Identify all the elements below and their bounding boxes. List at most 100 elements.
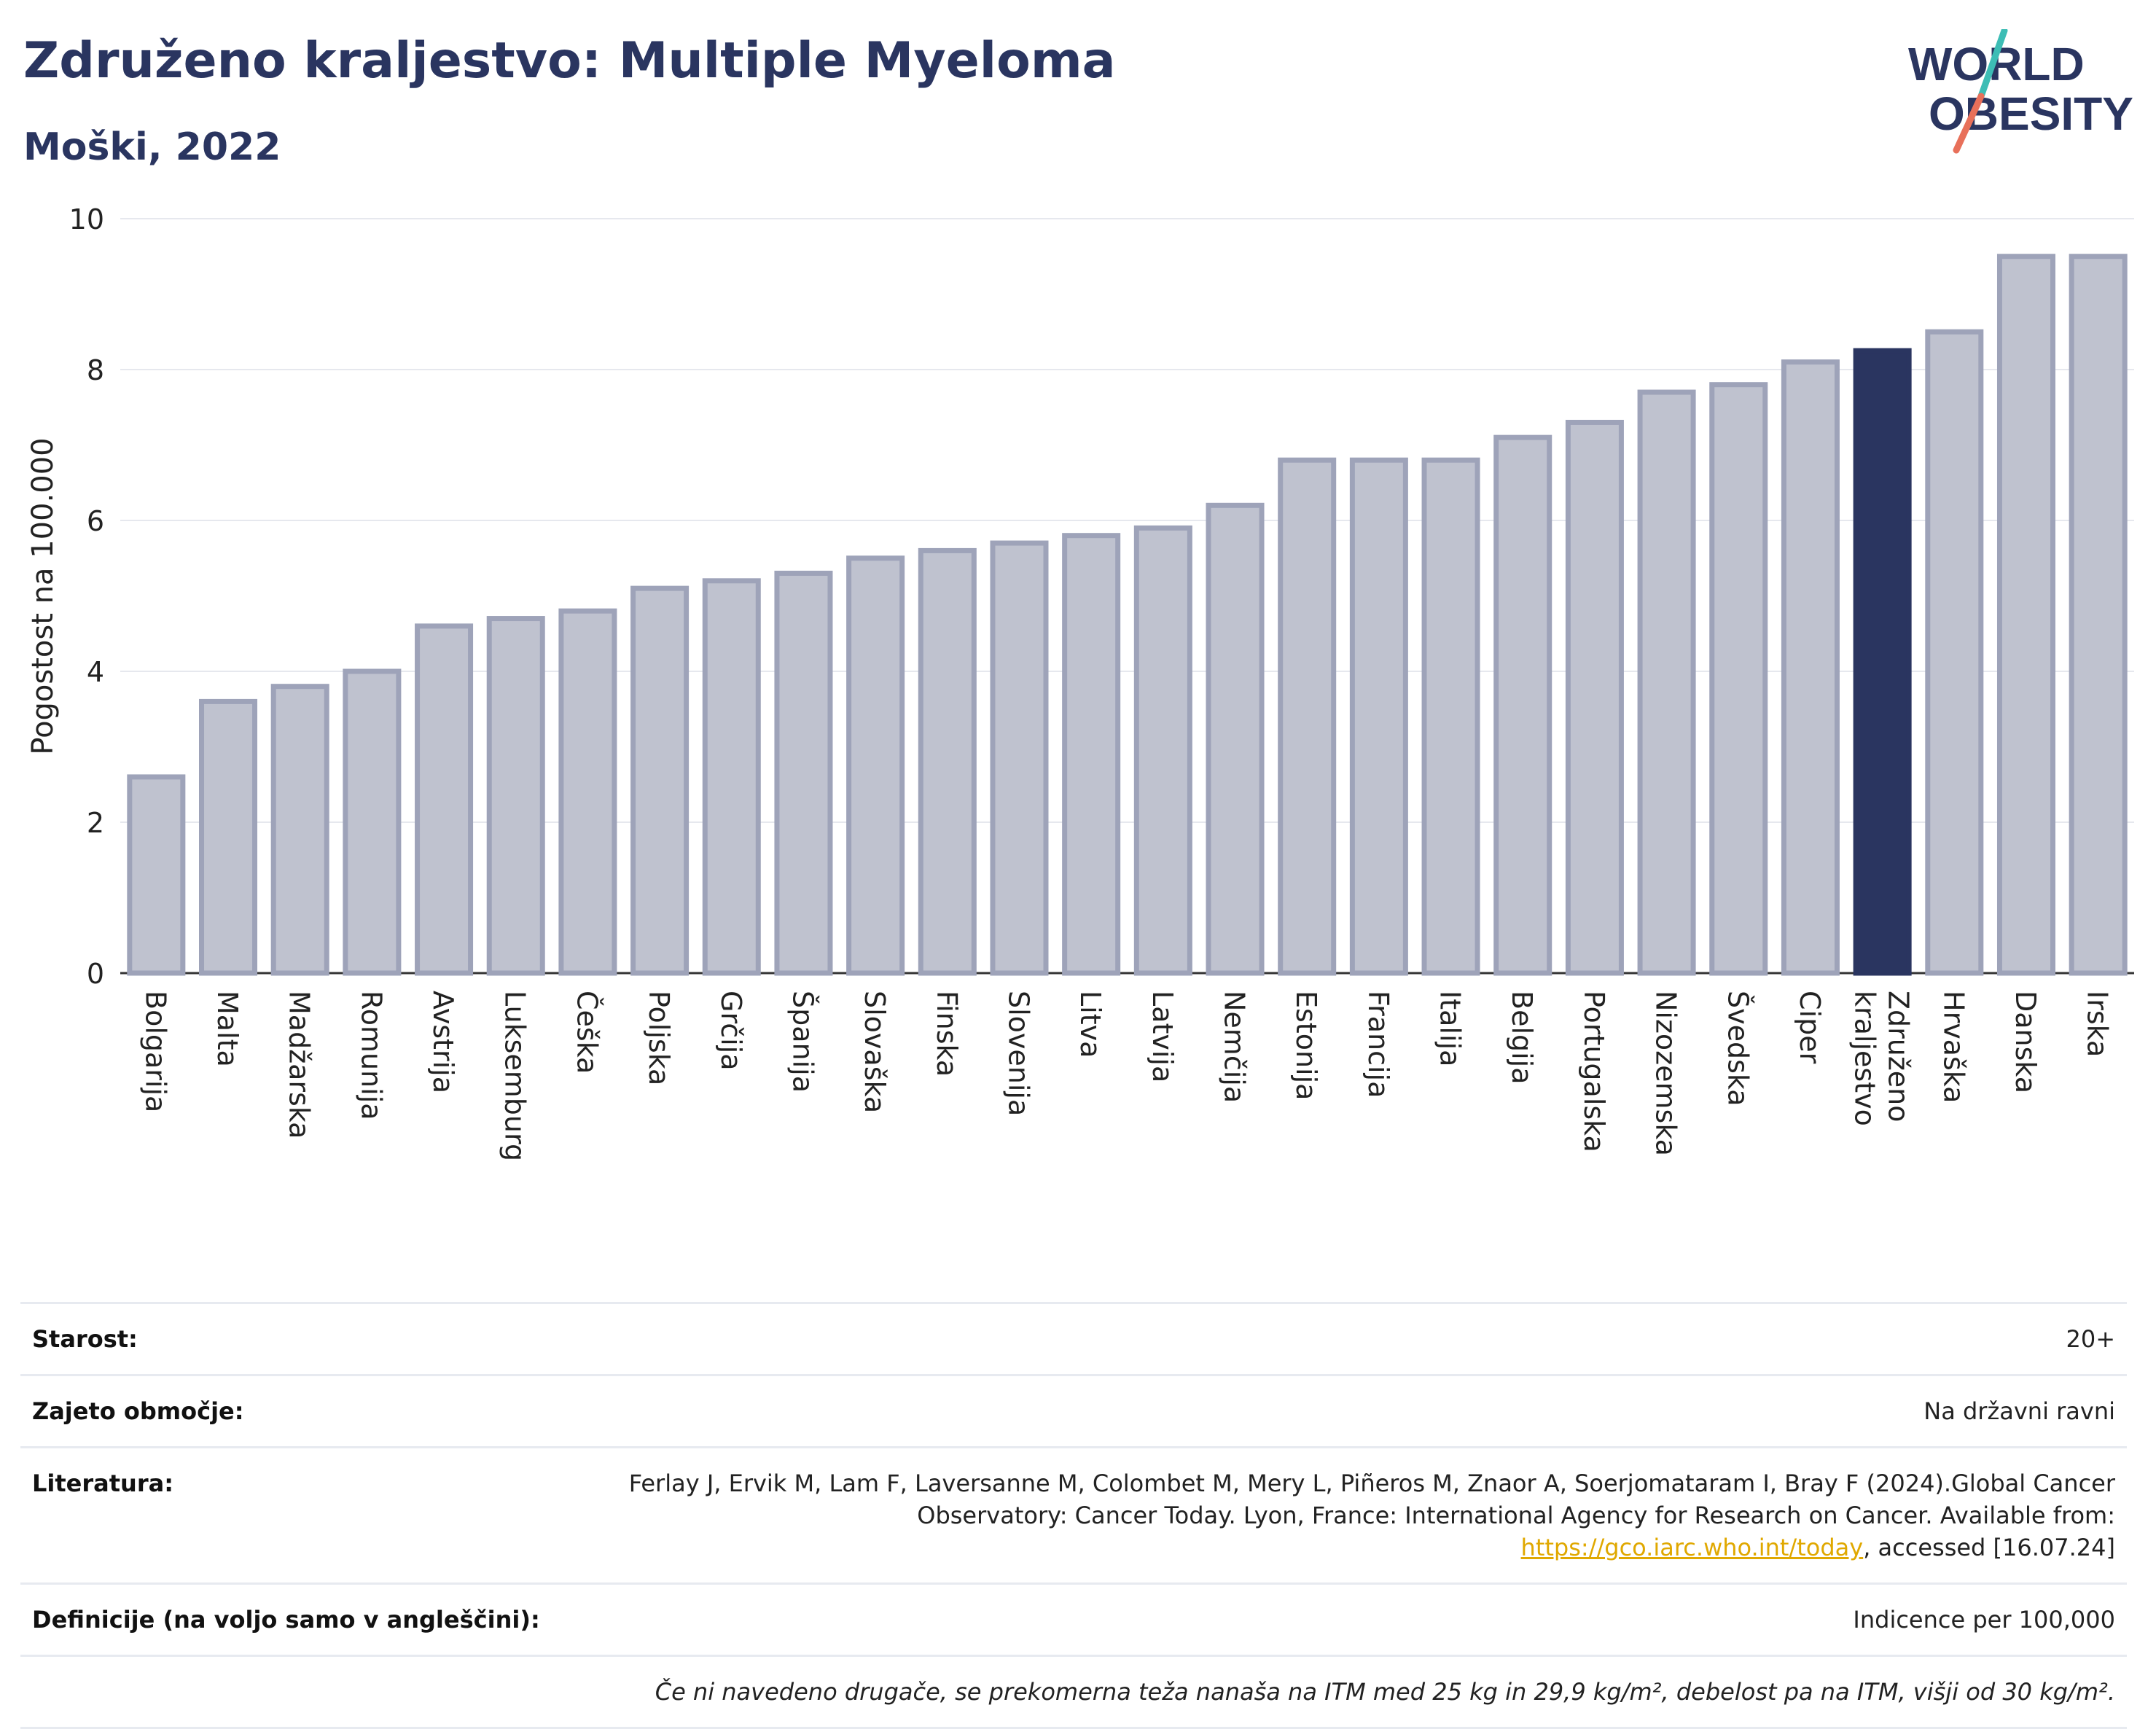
x-tick-label: Ciper bbox=[1794, 991, 1826, 1064]
x-tick-label-line: Slovenija bbox=[1002, 991, 1034, 1116]
x-tick-label: Luksemburg bbox=[499, 991, 531, 1161]
x-tick-label-line: Slovaška bbox=[859, 991, 891, 1113]
info-row-age: Starost: 20+ bbox=[20, 1302, 2127, 1374]
x-tick-label-line: Poljska bbox=[643, 991, 675, 1085]
x-tick-label-line: Finska bbox=[931, 991, 963, 1077]
reference-value: Ferlay J, Ervik M, Lam F, Laversanne M, … bbox=[570, 1467, 2115, 1564]
bar bbox=[127, 774, 186, 976]
x-tick-label: Madžarska bbox=[284, 991, 316, 1139]
x-tick-label: Nizozemska bbox=[1650, 991, 1682, 1156]
bar bbox=[415, 623, 474, 976]
x-tick-label: Romunija bbox=[355, 991, 387, 1120]
bar bbox=[199, 698, 258, 976]
bar bbox=[774, 570, 833, 976]
x-tick-label: Italija bbox=[1434, 991, 1466, 1066]
bar bbox=[918, 547, 977, 976]
bar-chart: 0 2 4 6 8 10 Bolgarija Malta Madžarska Romunija A… bbox=[26, 203, 2134, 1161]
x-tick-label-line: Danska bbox=[2009, 991, 2042, 1093]
world-obesity-logo: WORLD OBESITY bbox=[1908, 29, 2133, 154]
x-tick-label-line: Nemčija bbox=[1219, 991, 1251, 1103]
x-tick-label: Francija bbox=[1362, 991, 1394, 1098]
bar bbox=[1062, 533, 1121, 976]
y-tick-label: 0 bbox=[87, 958, 104, 990]
definitions-label: Definicije (na voljo samo v angleščini): bbox=[32, 1606, 540, 1634]
footnote: Če ni navedeno drugače, se prekomerna te… bbox=[655, 1678, 2115, 1706]
area-label: Zajeto območje: bbox=[32, 1397, 244, 1425]
bar bbox=[1709, 382, 1768, 976]
x-tick-label-line: Grčija bbox=[715, 991, 747, 1071]
bar bbox=[1565, 419, 1624, 976]
bar bbox=[1133, 525, 1192, 976]
x-tick-label: Grčija bbox=[715, 991, 747, 1071]
bar bbox=[270, 684, 329, 976]
x-tick-label-line: Madžarska bbox=[284, 991, 316, 1139]
bar bbox=[1421, 457, 1480, 976]
x-tick-label-line: Luksemburg bbox=[499, 991, 531, 1161]
y-tick-labels: 0 2 4 6 8 10 bbox=[69, 203, 104, 990]
x-tick-label-line: Španija bbox=[786, 991, 819, 1093]
x-tick-label: Bolgarija bbox=[139, 991, 171, 1112]
bars bbox=[127, 254, 2128, 976]
info-row-definitions: Definicije (na voljo samo v angleščini):… bbox=[20, 1582, 2127, 1655]
bar bbox=[1925, 329, 1984, 976]
x-tick-label: Hrvaška bbox=[1937, 991, 1969, 1103]
x-tick-label-line: Nizozemska bbox=[1650, 991, 1682, 1156]
info-row-reference: Literatura: Ferlay J, Ervik M, Lam F, La… bbox=[20, 1446, 2127, 1582]
x-tick-label-line: Portugalska bbox=[1578, 991, 1610, 1152]
y-tick-label: 2 bbox=[87, 807, 104, 839]
x-tick-label-line: Ciper bbox=[1794, 991, 1826, 1064]
info-row-note: Če ni navedeno drugače, se prekomerna te… bbox=[20, 1655, 2127, 1729]
bar bbox=[558, 608, 617, 976]
x-tick-label: Litva bbox=[1074, 991, 1106, 1058]
logo-slash-top bbox=[1977, 29, 2008, 100]
x-tick-label: Slovenija bbox=[1002, 991, 1034, 1116]
y-tick-label: 4 bbox=[87, 656, 104, 688]
reference-text: Ferlay J, Ervik M, Lam F, Laversanne M, … bbox=[628, 1470, 2115, 1529]
x-tick-label: Latvija bbox=[1147, 991, 1179, 1082]
bar bbox=[2069, 254, 2128, 976]
reference-label: Literatura: bbox=[32, 1470, 173, 1497]
x-tick-label: Švedska bbox=[1722, 991, 1754, 1107]
x-tick-label: Malta bbox=[211, 991, 243, 1067]
x-tick-label-line: Latvija bbox=[1147, 991, 1179, 1082]
x-tick-label-line: Bolgarija bbox=[139, 991, 171, 1112]
x-tick-label: Poljska bbox=[643, 991, 675, 1085]
reference-link[interactable]: https://gco.iarc.who.int/today bbox=[1520, 1534, 1864, 1561]
bar bbox=[1493, 434, 1552, 976]
bar-highlight bbox=[1853, 348, 1912, 976]
info-table: Starost: 20+ Zajeto območje: Na državni … bbox=[20, 1302, 2127, 1729]
bar bbox=[1206, 502, 1265, 976]
x-tick-label-line: Hrvaška bbox=[1937, 991, 1969, 1103]
x-tick-label: Avstrija bbox=[427, 991, 459, 1093]
bar bbox=[486, 616, 545, 976]
x-tick-label-line: Estonija bbox=[1290, 991, 1322, 1100]
x-tick-label-line: Avstrija bbox=[427, 991, 459, 1093]
x-tick-label: Češka bbox=[571, 991, 603, 1074]
bar bbox=[702, 578, 761, 976]
y-axis-label: Pogostost na 100.000 bbox=[26, 437, 60, 754]
bar bbox=[846, 555, 905, 976]
x-tick-label-line: Belgija bbox=[1506, 991, 1538, 1085]
x-tick-label-line: Švedska bbox=[1722, 991, 1754, 1107]
bar bbox=[1278, 457, 1337, 976]
x-tick-labels: Bolgarija Malta Madžarska Romunija Avstrija L… bbox=[139, 991, 2113, 1161]
bar bbox=[343, 668, 402, 976]
bar bbox=[990, 540, 1049, 976]
x-tick-label: Belgija bbox=[1506, 991, 1538, 1085]
y-tick-label: 6 bbox=[87, 505, 104, 537]
x-tick-label-line: Irska bbox=[2082, 991, 2114, 1057]
bar bbox=[630, 585, 690, 976]
age-label: Starost: bbox=[32, 1325, 138, 1353]
y-tick-label: 10 bbox=[69, 203, 104, 235]
x-tick-label: Portugalska bbox=[1578, 991, 1610, 1152]
bar bbox=[1637, 389, 1696, 976]
bar bbox=[1781, 359, 1840, 976]
logo-slash-bottom bbox=[1953, 93, 1985, 154]
definitions-value: Indicence per 100,000 bbox=[1853, 1606, 2115, 1634]
bar bbox=[1349, 457, 1408, 976]
area-value: Na državni ravni bbox=[1923, 1397, 2115, 1425]
x-tick-label: Slovaška bbox=[859, 991, 891, 1113]
x-tick-label-line: Malta bbox=[211, 991, 243, 1067]
logo-line-2: OBESITY bbox=[1929, 87, 2133, 140]
